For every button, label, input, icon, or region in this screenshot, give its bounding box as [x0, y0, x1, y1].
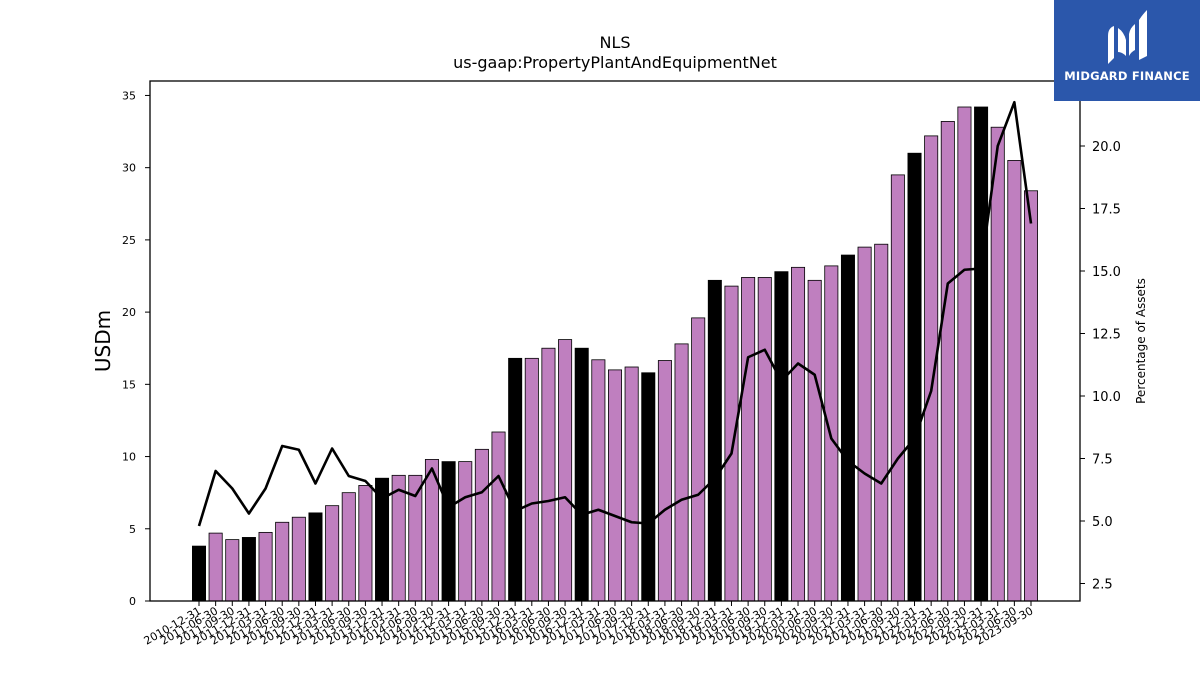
bar-2022-09-30 [957, 106, 972, 602]
bar-2014-12-31 [441, 461, 456, 602]
bar-2015-09-30 [491, 431, 506, 602]
bar-2015-12-31 [508, 357, 523, 602]
bar-2023-03-31 [990, 126, 1005, 602]
y2-axis-label: Percentage of Assets [1134, 278, 1148, 404]
y-tick-label: 10 [122, 451, 136, 464]
bar-2017-09-30 [624, 366, 639, 602]
brand-name: MIDGARD FINANCE [1064, 69, 1190, 83]
y2-tick-label: 10.0 [1092, 390, 1121, 405]
bar-2013-09-30 [358, 485, 373, 602]
brand-logo: MIDGARD FINANCE [1054, 0, 1200, 101]
bar-2019-03-31 [724, 285, 739, 602]
chart-title: NLS [599, 33, 630, 52]
bar-2012-03-31 [258, 531, 273, 602]
y2-tick-label: 5.0 [1092, 515, 1113, 530]
bar-2015-03-31 [458, 461, 473, 602]
bar-2020-12-31 [840, 254, 855, 602]
y-tick-label: 25 [122, 234, 136, 247]
y-tick-label: 20 [122, 306, 136, 319]
chart-subtitle: us-gaap:PropertyPlantAndEquipmentNet [453, 53, 777, 72]
bar-2020-06-30 [807, 279, 822, 602]
bar-2018-09-30 [691, 317, 706, 602]
bar-2017-03-31 [591, 359, 606, 602]
y-axis: 0 5 10 15 20 25 30 35 [122, 89, 150, 608]
bar-2021-06-30 [874, 243, 889, 602]
y2-tick-label: 12.5 [1092, 328, 1121, 343]
bar-2018-06-30 [674, 343, 689, 602]
bar-2011-12-31 [241, 537, 256, 602]
bar-2014-03-31 [391, 474, 406, 602]
bar-group [191, 106, 1039, 602]
bar-2021-12-31 [907, 152, 922, 602]
bar-2011-09-30 [225, 539, 240, 602]
y2-axis: 2.5 5.0 7.5 10.0 12.5 15.0 17.5 20.0 [1080, 140, 1121, 593]
y-tick-label: 30 [122, 162, 136, 175]
bar-2022-12-31 [974, 106, 989, 602]
bar-2019-12-31 [774, 271, 789, 602]
midgard-logo-icon [1108, 10, 1147, 64]
y-tick-label: 35 [122, 89, 136, 102]
bar-2016-12-31 [574, 347, 589, 602]
y-axis-label: USDm [91, 310, 115, 372]
bar-2020-03-31 [791, 266, 806, 602]
percentage-of-assets-line [197, 100, 1033, 527]
bar-2013-06-30 [341, 492, 356, 602]
bar-2016-09-30 [558, 339, 573, 602]
y2-tick-label: 15.0 [1092, 265, 1121, 280]
bar-2023-09-30 [1024, 190, 1039, 602]
y2-tick-label: 20.0 [1092, 140, 1121, 155]
bar-2013-03-31 [325, 505, 340, 602]
y2-tick-label: 7.5 [1092, 453, 1113, 468]
y2-tick-label: 17.5 [1092, 203, 1121, 218]
bar-2010-12-31 [191, 545, 206, 602]
bar-2021-03-31 [857, 246, 872, 602]
bar-2011-06-30 [208, 532, 223, 602]
bar-2019-06-30 [741, 277, 756, 602]
bar-2016-03-31 [524, 357, 539, 602]
bar-2019-09-30 [757, 277, 772, 602]
bar-2023-06-30 [1007, 160, 1022, 602]
bar-2018-03-31 [657, 360, 672, 602]
y2-tick-label: 2.5 [1092, 578, 1113, 593]
bar-2021-09-30 [890, 174, 905, 602]
bar-2016-06-30 [541, 347, 556, 602]
x-axis: 2010-12-312011-06-302011-09-302011-12-31… [142, 601, 1036, 648]
bar-2017-06-30 [608, 369, 623, 602]
bar-2012-06-30 [275, 521, 290, 602]
y-tick-label: 5 [129, 523, 136, 536]
bar-2012-09-30 [291, 516, 306, 602]
bar-2012-12-31 [308, 512, 323, 602]
y-tick-label: 15 [122, 378, 136, 391]
bar-2018-12-31 [707, 279, 722, 602]
y-tick-label: 0 [129, 595, 136, 608]
bar-2022-06-30 [940, 121, 955, 602]
bar-2015-06-30 [474, 448, 489, 602]
bar-2017-12-31 [641, 372, 656, 602]
line-group [197, 100, 1033, 527]
